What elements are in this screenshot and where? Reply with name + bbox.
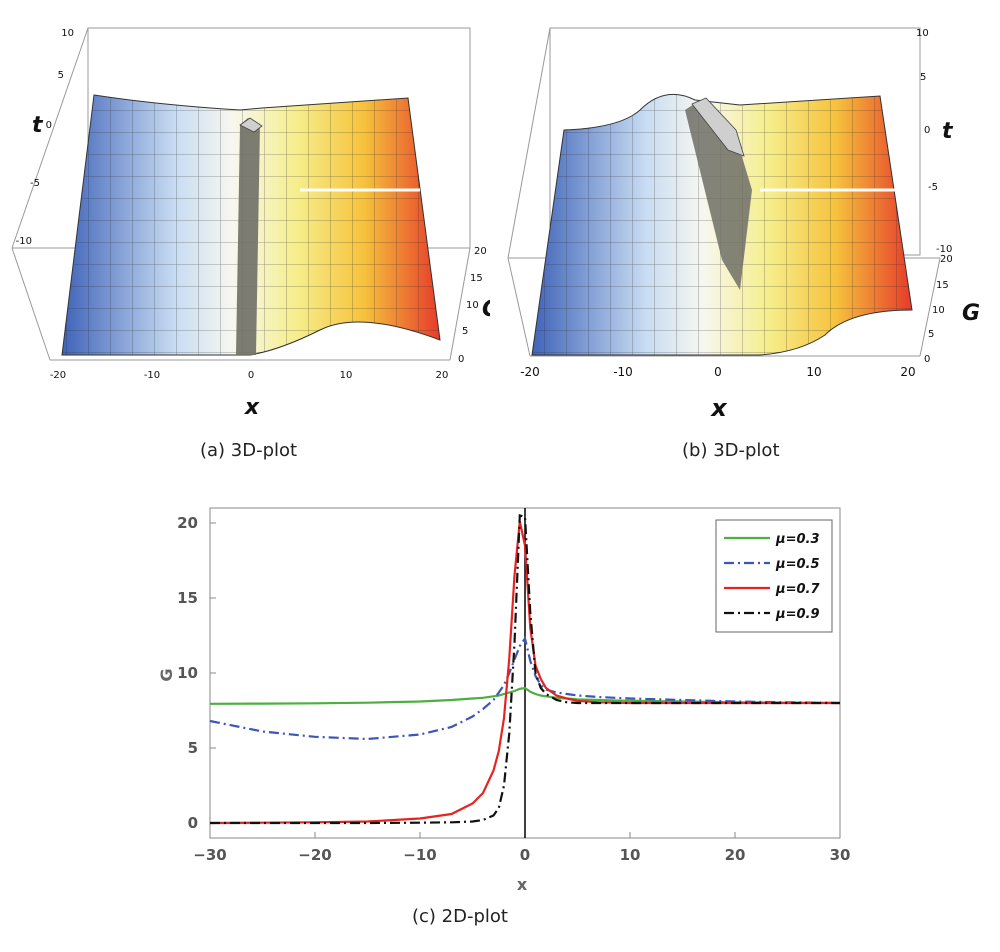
t-axis-ticks-a: 10 5 0 -5 -10 — [16, 28, 74, 247]
y-tick-label: 5 — [188, 739, 198, 757]
g-axis-ticks-b: 20 15 10 5 0 — [924, 254, 953, 365]
g-axis-label: G — [962, 301, 980, 326]
panel-b: 10 5 0 -5 -10 t 20 15 10 5 0 G -20 -10 0… — [500, 0, 1000, 470]
y-tick-label: 20 — [177, 514, 198, 532]
g-tick: 10 — [932, 305, 945, 316]
legend: μ=0.3 μ=0.5 μ=0.7 μ=0.9 — [715, 519, 833, 633]
series-line — [209, 686, 841, 705]
t-tick: 5 — [58, 70, 64, 81]
g-tick: 5 — [462, 326, 468, 337]
x-tick-label: 10 — [620, 846, 641, 864]
caption-c: (c) 2D-plot — [412, 906, 508, 927]
t-tick: 10 — [61, 28, 74, 39]
g-tick: 15 — [470, 273, 483, 284]
y-axis-label: G — [157, 668, 176, 681]
x-tick: 20 — [436, 370, 449, 381]
y-tick-label: 15 — [177, 589, 198, 607]
g-tick: 15 — [936, 280, 949, 291]
t-tick: 0 — [46, 120, 52, 131]
legend-label: μ=0.7 — [775, 582, 820, 597]
g-tick: 20 — [474, 246, 487, 257]
x-tick-label: −30 — [193, 846, 226, 864]
x-axis-ticks-a: -20 -10 0 10 20 — [50, 370, 449, 381]
x-tick: -20 — [50, 370, 66, 381]
t-tick: -5 — [928, 182, 938, 193]
y-tick-label: 0 — [188, 814, 198, 832]
t-tick: -5 — [30, 178, 40, 189]
t-axis-label: t — [32, 113, 44, 138]
legend-label: μ=0.9 — [775, 607, 820, 622]
x-tick: -20 — [520, 365, 540, 379]
t-tick: -10 — [936, 244, 952, 255]
surface-b — [531, 93, 913, 356]
g-axis-ticks-a: 20 15 10 5 0 — [458, 246, 487, 365]
legend-label: μ=0.3 — [775, 532, 820, 547]
series-line — [209, 635, 841, 741]
x-tick: 20 — [900, 365, 915, 379]
x-axis-label: x — [244, 395, 260, 420]
g-axis-label: G — [482, 297, 490, 322]
x-axis-label: x — [710, 394, 728, 422]
x-tick: 0 — [248, 370, 254, 381]
g-tick: 5 — [928, 329, 934, 340]
x-tick: 10 — [340, 370, 353, 381]
t-tick: 0 — [924, 125, 930, 136]
legend-label: μ=0.5 — [775, 557, 820, 572]
t-axis-ticks-b: 10 5 0 -5 -10 — [916, 28, 952, 255]
x-axis-label: x — [517, 875, 528, 894]
g-tick: 0 — [924, 354, 930, 365]
g-tick: 20 — [940, 254, 953, 265]
panel-a: 10 5 0 -5 -10 t 20 15 10 5 0 G -20 -10 0… — [0, 0, 500, 470]
x-tick-label: −10 — [403, 846, 436, 864]
x-tick: -10 — [613, 365, 633, 379]
t-tick: 5 — [920, 72, 926, 83]
x-tick-label: −20 — [298, 846, 331, 864]
surface-plot-b: 10 5 0 -5 -10 t 20 15 10 5 0 G -20 -10 0… — [507, 27, 980, 422]
t-tick: 10 — [916, 28, 929, 39]
g-tick: 0 — [458, 354, 464, 365]
x-tick: -10 — [144, 370, 160, 381]
x-tick-label: 30 — [830, 846, 851, 864]
caption-b: (b) 3D-plot — [682, 440, 780, 461]
series-line — [210, 514, 840, 825]
x-tick-label: 20 — [725, 846, 746, 864]
axis-ticks: −30 −20 −10 0 10 20 30 0 5 10 15 20 — [177, 514, 850, 864]
g-tick: 10 — [466, 300, 479, 311]
t-axis-label: t — [942, 119, 954, 144]
panel-c: −30 −20 −10 0 10 20 30 0 5 10 15 20 x G μ=0.3 μ=0.5 μ… — [150, 500, 870, 940]
caption-a: (a) 3D-plot — [200, 440, 298, 461]
x-tick: 0 — [714, 365, 722, 379]
y-tick-label: 10 — [177, 664, 198, 682]
x-tick: 10 — [806, 365, 821, 379]
x-tick-label: 0 — [520, 846, 530, 864]
surface-plot-a: 10 5 0 -5 -10 t 20 15 10 5 0 G -20 -10 0… — [11, 27, 500, 420]
t-tick: -10 — [16, 236, 32, 247]
x-axis-ticks-b: -20 -10 0 10 20 — [520, 365, 915, 379]
surface-a — [61, 94, 441, 356]
series-group — [209, 514, 841, 825]
